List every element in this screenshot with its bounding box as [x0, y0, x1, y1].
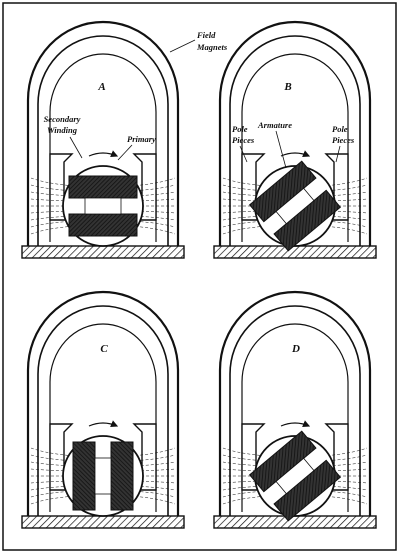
field-magnet [21, 20, 185, 259]
label-primary: Primary [117, 134, 156, 161]
label-armature: Armature [257, 120, 292, 169]
label-pole-pieces-left: Pole Pieces [232, 124, 255, 163]
svg-text:Secondary: Secondary [44, 114, 81, 124]
svg-text:Winding: Winding [47, 125, 78, 135]
field-magnet [21, 290, 185, 529]
panel-c: C [21, 290, 185, 529]
panel-b: B [213, 20, 377, 259]
panel-letter-c: C [100, 343, 108, 355]
svg-text:Pieces: Pieces [232, 135, 255, 145]
svg-text:Primary: Primary [127, 134, 156, 144]
armature-c [30, 420, 176, 517]
panel-letter-b: B [283, 81, 291, 93]
label-pole-pieces-right: Pole Pieces [332, 124, 355, 163]
panel-letter-a: A [97, 81, 105, 93]
armature-a [30, 150, 176, 247]
armature-d [222, 420, 368, 522]
field-magnet [213, 20, 377, 259]
panel-d: D [213, 290, 377, 529]
panel-a: A [21, 20, 185, 259]
armature-b [222, 150, 368, 252]
panel-letter-d: D [291, 343, 300, 355]
svg-text:Magnets: Magnets [196, 42, 228, 52]
svg-text:Pole: Pole [332, 124, 348, 134]
label-secondary-winding: Secondary Winding [44, 114, 83, 159]
figure-border [2, 2, 397, 551]
field-magnet [213, 290, 377, 529]
svg-text:Pole: Pole [232, 124, 248, 134]
label-field-magnets: Field Magnets [169, 30, 228, 53]
svg-text:Field: Field [196, 30, 216, 40]
svg-text:Pieces: Pieces [332, 135, 355, 145]
svg-text:Armature: Armature [257, 120, 292, 130]
